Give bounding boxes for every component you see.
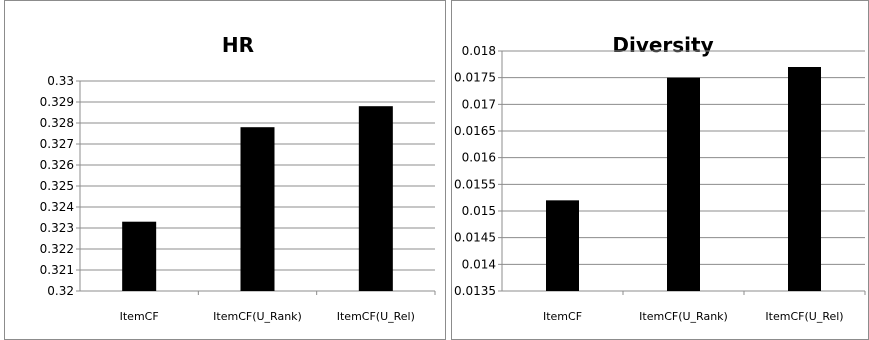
x-category-label: ItemCF(U_Rank) — [213, 310, 302, 323]
hr-chart-panel: HR 0.32 0.321 0.322 0.323 0.324 0.325 0.326 0.3… — [4, 0, 446, 340]
y-tick-label: 0.016 — [462, 151, 496, 165]
y-tick-label: 0.0135 — [454, 284, 496, 298]
y-tick-label: 0.015 — [462, 204, 496, 218]
y-tick-label: 0.325 — [40, 179, 74, 193]
bar — [358, 106, 393, 291]
bar — [240, 127, 275, 291]
y-tick-label: 0.328 — [40, 116, 74, 130]
hr-chart: HR 0.32 0.321 0.322 0.323 0.324 0.325 0.326 0.3… — [40, 33, 436, 323]
y-tick-label: 0.0155 — [454, 177, 496, 191]
y-tick-label: 0.0175 — [454, 71, 496, 85]
y-tick-label: 0.33 — [47, 74, 74, 88]
bar — [546, 200, 579, 291]
diversity-chart-panel: Diversity 0.0135 0.014 0.0145 0.015 0.0155 0.… — [451, 0, 869, 340]
x-category-label: ItemCF(U_Rank) — [639, 310, 728, 323]
y-tick-label: 0.0145 — [454, 231, 496, 245]
y-tick-label: 0.326 — [40, 158, 74, 172]
y-tick-label: 0.324 — [40, 200, 74, 214]
x-category-label: ItemCF — [543, 310, 582, 323]
chart-title: Diversity — [612, 33, 713, 57]
y-tick-label: 0.017 — [462, 97, 496, 111]
diversity-chart: Diversity 0.0135 0.014 0.0145 0.015 0.0155 0.… — [454, 33, 866, 323]
y-tick-label: 0.018 — [462, 44, 496, 58]
y-tick-label: 0.32 — [47, 284, 74, 298]
y-tick-label: 0.322 — [40, 242, 74, 256]
y-tick-label: 0.0165 — [454, 124, 496, 138]
y-tick-label: 0.329 — [40, 95, 74, 109]
y-tick-label: 0.014 — [462, 257, 496, 271]
x-category-label: ItemCF(U_Rel) — [765, 310, 843, 323]
bar — [788, 67, 821, 291]
y-tick-label: 0.327 — [40, 137, 74, 151]
x-category-label: ItemCF — [120, 310, 159, 323]
chart-title: HR — [222, 33, 254, 57]
y-tick-label: 0.321 — [40, 263, 74, 277]
y-tick-label: 0.323 — [40, 221, 74, 235]
bar — [122, 221, 157, 291]
x-category-label: ItemCF(U_Rel) — [337, 310, 415, 323]
bar — [667, 77, 700, 292]
